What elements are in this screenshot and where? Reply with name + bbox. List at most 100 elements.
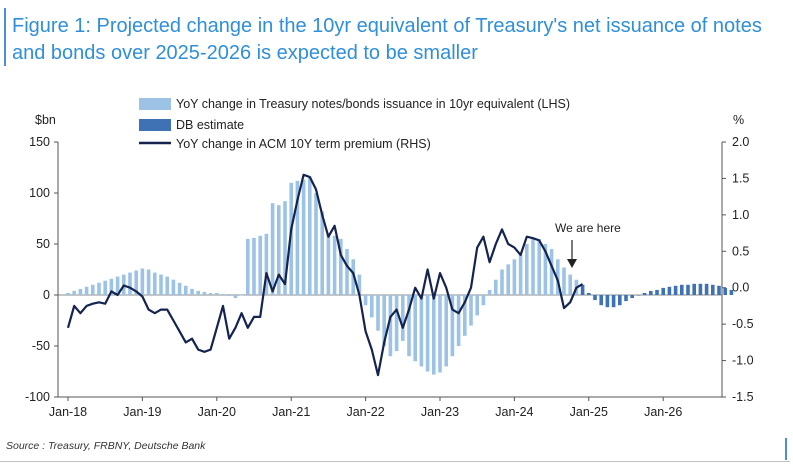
- issuance-bar: [314, 193, 318, 295]
- x-tick-label: Jan-24: [495, 405, 533, 419]
- issuance-bar: [562, 267, 566, 295]
- issuance-bar: [277, 205, 281, 295]
- issuance-bar: [512, 259, 517, 295]
- db-estimate-bar: [636, 295, 641, 296]
- db-estimate-bar: [642, 293, 647, 295]
- x-tick-label: Jan-25: [570, 405, 608, 419]
- issuance-bar: [500, 269, 504, 295]
- db-estimate-bar: [729, 289, 734, 295]
- issuance-bar: [270, 203, 275, 295]
- issuance-bar: [339, 238, 343, 295]
- issuance-bar: [556, 259, 560, 295]
- issuance-bar: [109, 278, 114, 295]
- issuance-bar: [407, 295, 411, 357]
- left-axis-unit: $bn: [35, 113, 56, 127]
- issuance-bar: [128, 272, 132, 295]
- issuance-bar: [518, 254, 523, 295]
- issuance-bar: [72, 290, 76, 295]
- left-tick-label: -50: [32, 339, 50, 353]
- issuance-bar: [295, 180, 300, 295]
- issuance-bar: [215, 293, 219, 295]
- term-premium-polyline: [66, 173, 584, 377]
- figure-title: Figure 1: Projected change in the 10yr e…: [12, 15, 762, 64]
- issuance-bar: [376, 295, 380, 331]
- right-tick-label: 0.0: [732, 281, 749, 295]
- legend: YoY change in Treasury notes/bonds issua…: [139, 97, 570, 151]
- x-tick-label: Jan-21: [272, 405, 310, 419]
- issuance-bar: [140, 268, 145, 295]
- issuance-bar: [134, 270, 138, 295]
- legend-swatch-issuance: [139, 98, 171, 110]
- issuance-bar: [543, 244, 548, 295]
- db-estimate-bar: [698, 283, 703, 295]
- issuance-bar: [258, 235, 262, 295]
- issuance-bar: [301, 179, 306, 295]
- db-estimate-bar: [717, 285, 721, 295]
- right-tick-label: -1.0: [732, 354, 754, 368]
- db-estimate-bar: [593, 295, 597, 301]
- issuance-bar: [239, 295, 244, 296]
- db-estimate-bar: [618, 295, 622, 306]
- x-tick-label: Jan-18: [49, 405, 87, 419]
- issuance-bar: [326, 233, 331, 295]
- x-tick-label: Jan-26: [644, 405, 682, 419]
- source-note: Source : Treasury, FRBNY, Deutsche Bank: [6, 440, 206, 452]
- left-tick-label: 150: [29, 135, 50, 149]
- x-tick-label: Jan-22: [346, 405, 384, 419]
- db-estimate-bar: [686, 284, 690, 295]
- issuance-bar: [413, 295, 417, 362]
- issuance-bar: [184, 285, 188, 295]
- db-estimate-bar: [587, 293, 591, 295]
- frame-right-accent: [785, 438, 787, 460]
- issuance-bar: [487, 289, 492, 295]
- issuance-bar: [475, 295, 479, 316]
- db-estimate-bar: [704, 283, 709, 295]
- db-estimate-bar: [630, 295, 634, 299]
- left-tick-label: 0: [43, 288, 50, 302]
- db-estimate-bar: [605, 295, 610, 308]
- issuance-bar: [463, 295, 467, 336]
- title-accent-bar: [4, 8, 6, 66]
- issuance-bar: [252, 237, 256, 295]
- issuance-bar: [568, 274, 572, 295]
- issuance-bar: [264, 233, 269, 295]
- db-estimate-bar: [649, 290, 653, 295]
- issuance-bar: [357, 274, 362, 295]
- we-are-here-annotation: We are here: [555, 221, 621, 268]
- issuance-bar: [525, 244, 529, 295]
- db-estimate-bar: [661, 287, 665, 295]
- issuance-bar: [165, 276, 169, 295]
- issuance-bar: [227, 295, 231, 296]
- issuance-bar: [221, 294, 225, 295]
- issuance-bar: [283, 201, 287, 295]
- issuance-bar: [146, 269, 151, 295]
- legend-label-db-estimate: DB estimate: [176, 118, 244, 132]
- bars: [66, 176, 734, 375]
- term-premium-line: [66, 173, 584, 377]
- issuance-bar: [171, 279, 176, 295]
- issuance-bar: [320, 211, 324, 295]
- right-axis-unit: %: [733, 113, 744, 127]
- right-tick-label: -0.5: [732, 317, 754, 331]
- issuance-bar: [370, 295, 374, 318]
- issuance-bar: [308, 176, 312, 295]
- issuance-bar: [103, 280, 107, 295]
- issuance-bar: [246, 238, 250, 295]
- left-tick-label: 50: [36, 237, 50, 251]
- legend-label-term-premium: YoY change in ACM 10Y term premium (RHS): [176, 137, 431, 151]
- x-tick-label: Jan-23: [421, 405, 459, 419]
- issuance-bar: [432, 295, 436, 375]
- issuance-bar: [549, 249, 554, 295]
- left-tick-label: 100: [29, 186, 50, 200]
- issuance-bar: [506, 264, 510, 295]
- issuance-bar: [202, 291, 207, 295]
- issuance-bar: [66, 293, 70, 295]
- db-estimate-bar: [624, 295, 628, 302]
- issuance-bar: [115, 276, 120, 295]
- db-estimate-bar: [723, 287, 727, 295]
- issuance-bar: [78, 288, 83, 295]
- issuance-bar: [531, 238, 535, 295]
- issuance-bar: [450, 295, 455, 357]
